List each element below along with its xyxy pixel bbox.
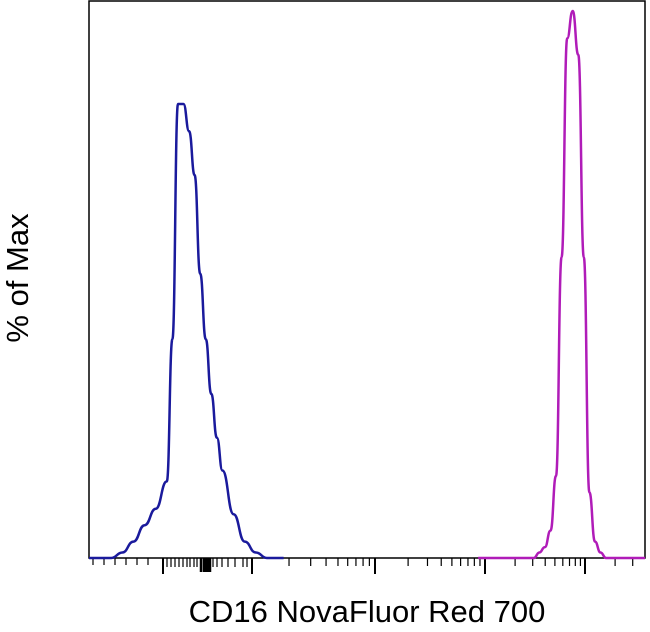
histogram-series-2 (478, 9, 645, 560)
x-axis-ticks (92, 558, 634, 574)
x-axis-label: CD16 NovaFluor Red 700 (189, 594, 546, 629)
plot-frame (88, 0, 646, 559)
series-layer (89, 9, 645, 560)
histogram-series-1 (89, 102, 284, 560)
y-axis-label: % of Max (0, 213, 35, 343)
